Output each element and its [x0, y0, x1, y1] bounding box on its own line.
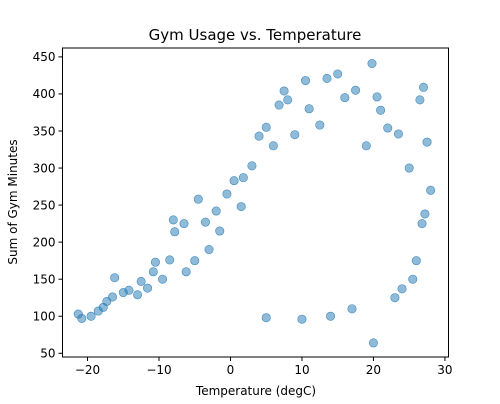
data-point-29 — [237, 202, 245, 210]
data-point-26 — [216, 227, 224, 235]
data-point-65 — [326, 312, 334, 320]
data-point-21 — [191, 256, 199, 264]
data-point-55 — [423, 138, 431, 146]
data-point-39 — [301, 76, 309, 84]
data-point-51 — [394, 130, 402, 138]
data-point-56 — [426, 186, 434, 194]
x-tick-label: −20 — [75, 363, 100, 377]
y-tick-label: 100 — [33, 310, 56, 324]
data-point-12 — [143, 284, 151, 292]
data-point-16 — [166, 256, 174, 264]
data-point-32 — [255, 132, 263, 140]
data-point-20 — [182, 268, 190, 276]
data-point-63 — [369, 339, 377, 347]
data-point-43 — [334, 70, 342, 78]
y-tick-label: 50 — [40, 347, 55, 361]
data-point-67 — [262, 314, 270, 322]
data-point-28 — [230, 176, 238, 184]
data-point-52 — [405, 164, 413, 172]
data-point-11 — [137, 277, 145, 285]
data-point-37 — [283, 96, 291, 104]
data-point-54 — [419, 83, 427, 91]
y-tick-label: 250 — [33, 198, 56, 212]
y-tick-label: 450 — [33, 50, 56, 64]
y-tick-label: 300 — [33, 161, 56, 175]
data-point-2 — [87, 312, 95, 320]
data-point-36 — [280, 87, 288, 95]
data-point-17 — [169, 216, 177, 224]
data-point-66 — [298, 315, 306, 323]
x-tick-label: 20 — [366, 363, 381, 377]
data-point-27 — [223, 190, 231, 198]
data-point-34 — [269, 142, 277, 150]
y-tick-label: 350 — [33, 124, 56, 138]
data-point-58 — [421, 210, 429, 218]
data-point-48 — [373, 93, 381, 101]
data-point-44 — [341, 93, 349, 101]
data-point-40 — [305, 105, 313, 113]
data-point-64 — [348, 305, 356, 313]
data-point-62 — [391, 294, 399, 302]
data-point-13 — [149, 268, 157, 276]
data-point-23 — [201, 218, 209, 226]
data-point-50 — [384, 124, 392, 132]
y-tick-label: 400 — [33, 87, 56, 101]
data-point-61 — [398, 285, 406, 293]
y-tick-label: 150 — [33, 272, 56, 286]
data-point-33 — [262, 123, 270, 131]
x-axis-label: Temperature (degC) — [195, 384, 316, 398]
data-point-22 — [194, 195, 202, 203]
data-point-60 — [409, 275, 417, 283]
data-point-19 — [180, 219, 188, 227]
x-tick-label: 0 — [227, 363, 235, 377]
data-point-38 — [291, 131, 299, 139]
data-point-35 — [275, 101, 283, 109]
data-point-59 — [412, 256, 420, 264]
chart-title: Gym Usage vs. Temperature — [149, 26, 362, 44]
data-point-14 — [151, 258, 159, 266]
data-point-25 — [212, 207, 220, 215]
data-point-24 — [205, 245, 213, 253]
x-tick-label: −10 — [146, 363, 171, 377]
data-point-9 — [125, 286, 133, 294]
data-point-1 — [78, 314, 86, 322]
data-point-49 — [376, 106, 384, 114]
x-tick-label: 30 — [437, 363, 452, 377]
data-point-6 — [108, 293, 116, 301]
data-point-10 — [133, 291, 141, 299]
data-point-7 — [110, 274, 118, 282]
data-point-18 — [171, 228, 179, 236]
data-point-57 — [418, 219, 426, 227]
data-point-41 — [316, 121, 324, 129]
x-tick-label: 10 — [294, 363, 309, 377]
data-point-45 — [351, 86, 359, 94]
y-axis-label: Sum of Gym Minutes — [6, 139, 20, 264]
data-point-31 — [248, 162, 256, 170]
data-point-42 — [323, 74, 331, 82]
data-point-46 — [362, 142, 370, 150]
y-tick-label: 200 — [33, 235, 56, 249]
data-point-15 — [158, 275, 166, 283]
data-point-53 — [416, 96, 424, 104]
data-point-30 — [239, 173, 247, 181]
data-point-47 — [368, 59, 376, 67]
